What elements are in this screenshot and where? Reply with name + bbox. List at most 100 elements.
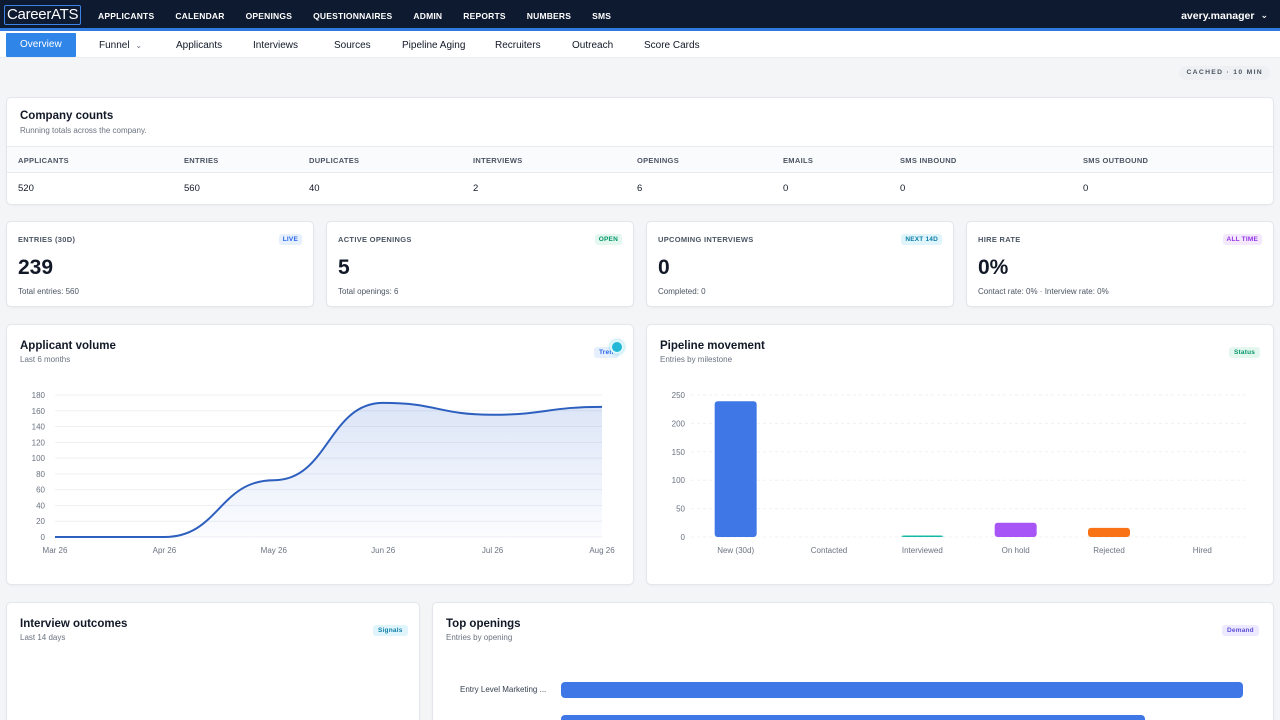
bar — [901, 535, 944, 537]
kpi-value: 239 — [18, 256, 54, 279]
y-tick-label: 200 — [672, 419, 686, 428]
demand-badge: Demand — [1222, 625, 1259, 636]
bar — [1088, 527, 1130, 537]
nav-calendar[interactable]: CALENDAR — [175, 10, 225, 21]
applicant-volume-subtitle: Last 6 months — [20, 355, 71, 364]
applicant-volume-title: Applicant volume — [20, 340, 116, 352]
y-tick-label: 60 — [36, 486, 45, 495]
col-sms-outbound: SMS OUTBOUND — [1083, 156, 1149, 165]
cell-sms-inbound: 0 — [900, 183, 906, 194]
nav-reports[interactable]: REPORTS — [463, 10, 506, 21]
x-tick-label: Aug 26 — [589, 546, 615, 555]
x-tick-label: Rejected — [1093, 546, 1125, 555]
nav-questionnaires[interactable]: QUESTIONNAIRES — [313, 10, 393, 21]
kpi-note: Completed: 0 — [658, 287, 706, 296]
kpi-badge: ALL TIME — [1222, 234, 1262, 245]
kpi-card-active-openings: ACTIVE OPENINGS OPEN 5 Total openings: 6 — [326, 221, 634, 307]
x-tick-label: Contacted — [811, 546, 847, 555]
tab-interviews[interactable]: Interviews — [253, 40, 299, 51]
table-row: 520 560 40 2 6 0 0 0 — [7, 174, 1273, 204]
tab-score-cards[interactable]: Score Cards — [644, 40, 700, 51]
counts-table-header: APPLICANTS ENTRIES DUPLICATES INTERVIEWS… — [7, 146, 1273, 173]
tab-pipeline-aging[interactable]: Pipeline Aging — [402, 40, 466, 51]
col-openings: OPENINGS — [637, 156, 679, 165]
nav-applicants[interactable]: APPLICANTS — [98, 10, 155, 21]
cell-interviews: 2 — [473, 183, 479, 194]
nav-numbers[interactable]: NUMBERS — [526, 10, 572, 21]
x-tick-label: On hold — [1002, 546, 1030, 555]
user-name: avery.manager — [1181, 9, 1255, 22]
applicant-volume-card: Applicant volume Last 6 months Tren 0 20 4… — [6, 324, 634, 585]
tab-recruiters[interactable]: Recruiters — [495, 40, 541, 51]
kpi-note: Total entries: 560 — [18, 287, 79, 296]
nav-admin[interactable]: ADMIN — [413, 10, 443, 21]
nav-openings[interactable]: OPENINGS — [245, 10, 293, 21]
cell-applicants: 520 — [18, 183, 34, 194]
kpi-badge: LIVE — [278, 234, 302, 245]
trend-toggle[interactable] — [610, 340, 624, 354]
pipeline-movement-card: Pipeline movement Entries by milestone S… — [646, 324, 1274, 585]
kpi-card-entries: ENTRIES (30D) LIVE 239 Total entries: 56… — [6, 221, 314, 307]
company-counts-subtitle: Running totals across the company. — [20, 126, 147, 135]
kpi-label: ENTRIES (30D) — [18, 235, 76, 244]
kpi-badge: OPEN — [594, 234, 622, 245]
tab-overview[interactable]: Overview — [6, 33, 76, 57]
trend-badge: Tren — [594, 347, 619, 358]
report-tabs: Overview Funnel ⌄ Applicants Interviews … — [0, 31, 1280, 58]
cell-duplicates: 40 — [309, 183, 320, 194]
cell-sms-outbound: 0 — [1083, 183, 1089, 194]
col-duplicates: DUPLICATES — [309, 156, 360, 165]
cell-openings: 6 — [637, 183, 643, 194]
kpi-label: ACTIVE OPENINGS — [338, 235, 412, 244]
user-menu[interactable]: avery.manager ⌄ — [1181, 0, 1268, 31]
y-tick-label: 40 — [36, 501, 45, 510]
tab-applicants[interactable]: Applicants — [176, 40, 223, 51]
tab-funnel[interactable]: Funnel ⌄ — [99, 34, 142, 57]
x-tick-label: Mar 26 — [43, 546, 68, 555]
opening-bar — [561, 682, 1243, 698]
nav-sms[interactable]: SMS — [592, 10, 612, 21]
col-emails: EMAILS — [783, 156, 814, 165]
chevron-down-icon: ⌄ — [135, 41, 143, 50]
opening-bar — [561, 715, 1145, 720]
company-counts-title: Company counts — [20, 110, 114, 122]
y-tick-label: 100 — [32, 454, 46, 463]
tab-funnel-label: Funnel — [99, 40, 130, 51]
kpi-label: HIRE RATE — [978, 235, 1021, 244]
col-entries: ENTRIES — [184, 156, 219, 165]
col-sms-inbound: SMS INBOUND — [900, 156, 957, 165]
interview-outcomes-subtitle: Last 14 days — [20, 633, 66, 642]
x-tick-label: May 26 — [261, 546, 288, 555]
series-area — [55, 402, 602, 537]
applicant-volume-chart: 0 20 40 60 80 100 120 140 160 180 Mar 26 Apr 26 May … — [32, 391, 616, 555]
y-tick-label: 120 — [32, 438, 46, 447]
kpi-note: Total openings: 6 — [338, 287, 399, 296]
y-tick-label: 180 — [32, 391, 46, 400]
pipeline-movement-chart: 0 50 100 150 200 250 New (30d) Contacted Intervi… — [672, 391, 1249, 555]
pipeline-movement-subtitle: Entries by milestone — [660, 355, 733, 364]
bar — [994, 522, 1037, 537]
chevron-down-icon: ⌄ — [1260, 10, 1268, 20]
kpi-note: Contact rate: 0% · Interview rate: 0% — [978, 287, 1109, 296]
status-badge: Status — [1229, 347, 1261, 358]
x-tick-label: Jul 26 — [482, 546, 504, 555]
y-tick-label: 20 — [36, 517, 45, 526]
kpi-card-upcoming-interviews: UPCOMING INTERVIEWS NEXT 14D 0 Completed… — [646, 221, 954, 307]
tab-sources[interactable]: Sources — [334, 40, 371, 51]
kpi-badge: NEXT 14D — [901, 234, 942, 245]
interview-outcomes-card: Interview outcomes Last 14 days Signals — [6, 602, 420, 720]
cache-badge: CACHED · 10 MIN — [1179, 66, 1270, 80]
y-tick-label: 150 — [672, 448, 686, 457]
bar — [714, 401, 757, 537]
kpi-label: UPCOMING INTERVIEWS — [658, 235, 754, 244]
kpi-value: 0 — [658, 256, 670, 279]
y-tick-label: 50 — [676, 505, 685, 514]
top-openings-subtitle: Entries by opening — [446, 633, 513, 642]
opening-label: Entry Level Marketing ... — [460, 685, 547, 694]
kpi-card-hire-rate: HIRE RATE ALL TIME 0% Contact rate: 0% ·… — [966, 221, 1274, 307]
cell-emails: 0 — [783, 183, 789, 194]
top-openings-title: Top openings — [446, 618, 521, 630]
app-logo[interactable]: CareerATS — [4, 5, 82, 25]
pipeline-movement-title: Pipeline movement — [660, 340, 765, 352]
tab-outreach[interactable]: Outreach — [572, 40, 614, 51]
